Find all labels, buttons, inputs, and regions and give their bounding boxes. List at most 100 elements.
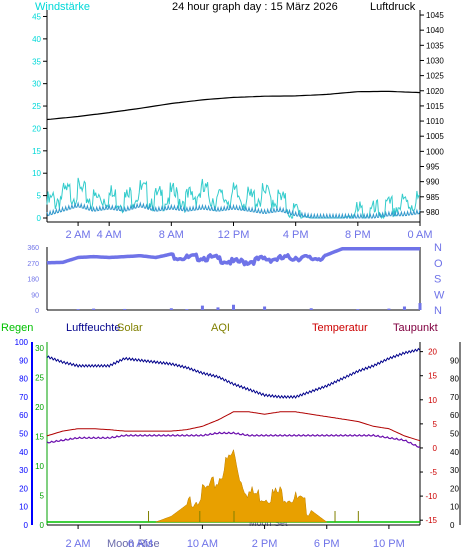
wind-average-line [46,201,421,219]
wind-axis-title: Windstärke [35,1,90,13]
humidity-tick-label: 60 [450,411,459,420]
aqi-bar [334,511,336,522]
direction-tick-label: 180 [27,277,39,284]
panel2-x-tick-label: 2 AM [66,538,91,550]
temperature-tick-label: 5 [433,420,438,429]
rain-tick-label: 20 [19,484,28,493]
pressure-tick-label: 1035 [426,41,444,50]
aqi-bar [148,511,150,522]
wind-direction-north-mark [418,303,422,310]
rain-axis-title: Regen [1,322,33,334]
moon-rise-label: Moon Rise [107,538,160,550]
wind-gust-line [46,177,421,220]
temperature-tick-label: -5 [430,468,438,477]
panel2-x-tick-label: 6 AM [128,538,153,550]
pressure-line [46,90,421,121]
wind-tick-label: 25 [32,102,41,111]
pressure-tick-label: 1040 [426,26,444,35]
wind-direction-north-mark [263,306,267,310]
pressure-tick-label: 1030 [426,56,444,65]
panel2-x-tick-label: 2 PM [252,538,278,550]
wind-tick-label: 20 [32,124,41,133]
solar-tick-label: 20 [35,403,44,412]
pressure-tick-label: 1005 [426,132,444,141]
wind-tick-label: 0 [37,214,42,223]
wind-direction-north-mark [402,306,406,310]
solar-tick-label: 0 [40,521,45,530]
humidity-tick-label: 10 [450,503,459,512]
rain-tick-label: 40 [19,448,28,457]
wind-direction-north-mark [200,305,204,310]
wind-tick-label: 15 [32,147,41,156]
wind-direction-north-mark [169,308,173,310]
aqi-axis-title: AQI [211,322,230,334]
panel2-x-tick-label: 10 AM [187,538,218,550]
aqi-bar [233,511,235,522]
aqi-bar [357,511,359,522]
pressure-axis-title: Luftdruck [370,1,416,13]
rain-tick-label: 50 [19,430,28,439]
aqi-bar [199,511,201,522]
wind-direction-north-mark [387,308,391,310]
rain-tick-label: 60 [19,411,28,420]
temperature-axis-title: Temperatur [312,322,368,334]
panel1-x-tick-label: 0 AM [407,229,432,241]
wind-direction-line [46,247,421,267]
humidity-axis-title: Luftfeuchte [66,322,120,334]
chart-marks-layer: 0510152025303540459809859909951000100510… [15,10,461,550]
solar-tick-label: 5 [40,491,45,500]
dewpoint-axis-title: Taupunkt [393,322,438,334]
direction-compass-label: N [434,305,442,317]
temperature-line [46,411,421,442]
pressure-tick-label: 995 [426,163,440,172]
humidity-tick-label: 0 [450,521,455,530]
pressure-tick-label: 1015 [426,102,444,111]
direction-tick-label: 0 [35,308,39,315]
pressure-tick-label: 1045 [426,11,444,20]
chart-title: 24 hour graph day : 15 März 2026 [172,1,338,13]
dewpoint-line [46,431,421,448]
direction-compass-label: O [434,258,443,270]
rain-tick-label: 10 [19,503,28,512]
solar-tick-label: 15 [35,432,44,441]
solar-tick-label: 10 [35,462,44,471]
wind-tick-label: 35 [32,57,41,66]
humidity-tick-label: 70 [450,393,459,402]
rain-tick-label: 90 [19,356,28,365]
wind-direction-north-mark [92,308,96,310]
humidity-tick-label: 20 [450,484,459,493]
direction-tick-label: 90 [31,292,39,299]
wind-direction-north-mark [309,308,313,310]
rain-tick-label: 70 [19,393,28,402]
temperature-tick-label: -15 [425,516,437,525]
temperature-tick-label: 20 [428,348,437,357]
rain-tick-label: 100 [15,338,29,347]
temperature-tick-label: 10 [428,396,437,405]
moon-set-label: Moon Set [249,518,288,528]
panel1-x-tick-label: 4 AM [97,229,122,241]
direction-tick-label: 270 [27,261,39,268]
humidity-line [46,347,421,399]
wind-direction-north-mark [76,309,80,310]
temperature-tick-label: -10 [425,492,437,501]
rain-tick-label: 80 [19,375,28,384]
pressure-tick-label: 1010 [426,117,444,126]
pressure-tick-label: 980 [426,208,440,217]
humidity-tick-label: 50 [450,430,459,439]
wind-tick-label: 10 [32,169,41,178]
panel1-x-tick-label: 4 PM [283,229,309,241]
pressure-tick-label: 1025 [426,72,444,81]
wind-tick-label: 40 [32,35,41,44]
temperature-tick-label: 0 [433,444,438,453]
humidity-tick-label: 30 [450,466,459,475]
direction-compass-label: W [434,289,445,301]
panel1-x-tick-label: 2 AM [66,229,91,241]
pressure-tick-label: 1000 [426,147,444,156]
wind-direction-north-mark [185,309,189,310]
wind-tick-label: 30 [32,80,41,89]
wind-direction-north-mark [356,309,360,310]
solar-tick-label: 30 [35,344,44,353]
panel1-x-tick-label: 12 PM [218,229,250,241]
